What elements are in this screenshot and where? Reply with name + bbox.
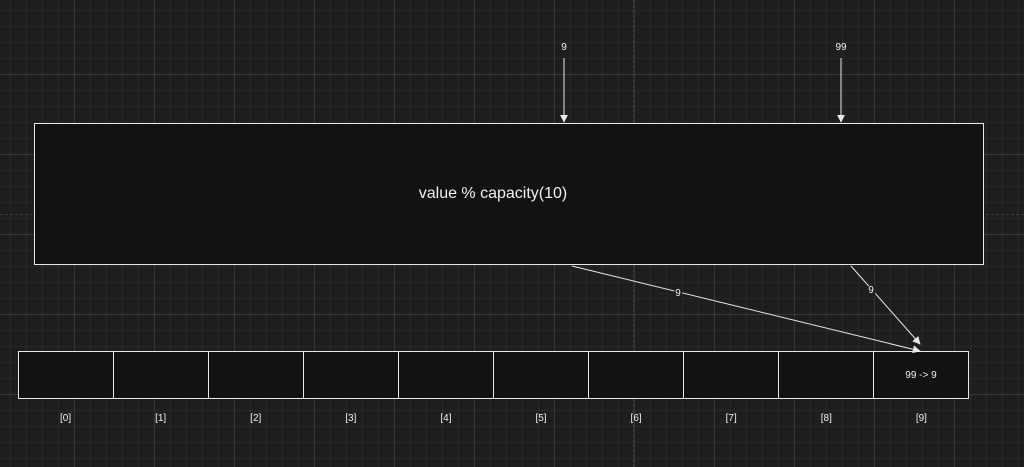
array-index-3: [3] — [345, 413, 357, 424]
array-cell-1[interactable] — [114, 352, 209, 398]
input-value-first[interactable]: 9 — [561, 42, 567, 53]
hash-function-label: value % capacity(10) — [418, 185, 568, 202]
array-cell-8[interactable] — [779, 352, 874, 398]
array-index-7: [7] — [725, 413, 737, 424]
array-index-1: [1] — [155, 413, 167, 424]
array-cell-6[interactable] — [589, 352, 684, 398]
hash-table-array: 99 -> 9 — [18, 351, 969, 399]
arrow-first-result-to-slot[interactable] — [571, 265, 921, 354]
array-cell-3[interactable] — [304, 352, 399, 398]
array-cell-9[interactable]: 99 -> 9 — [905, 369, 937, 381]
edge-label-second-result: 9 — [867, 285, 875, 296]
array-cell-2[interactable] — [209, 352, 304, 398]
array-index-5: [5] — [535, 413, 547, 424]
array-cell-7[interactable] — [684, 352, 779, 398]
array-index-9: [9] — [915, 413, 927, 424]
input-value-second[interactable]: 99 — [835, 42, 847, 53]
array-index-8: [8] — [820, 413, 832, 424]
array-cell-0[interactable] — [19, 352, 114, 398]
array-index-4: [4] — [440, 413, 452, 424]
array-index-0: [0] — [59, 413, 72, 424]
array-index-6: [6] — [630, 413, 642, 424]
arrow-second-result-to-slot[interactable] — [850, 265, 921, 345]
array-cell-5[interactable] — [494, 352, 589, 398]
array-index-labels: [0] [1] [2] [3] [4] [5] [6] [7] [8] [9] — [18, 413, 969, 424]
hash-function-box[interactable]: value % capacity(10) — [34, 123, 984, 265]
array-cell-4[interactable] — [399, 352, 494, 398]
array-index-2: [2] — [250, 413, 262, 424]
edge-label-first-result: 9 — [674, 288, 682, 299]
